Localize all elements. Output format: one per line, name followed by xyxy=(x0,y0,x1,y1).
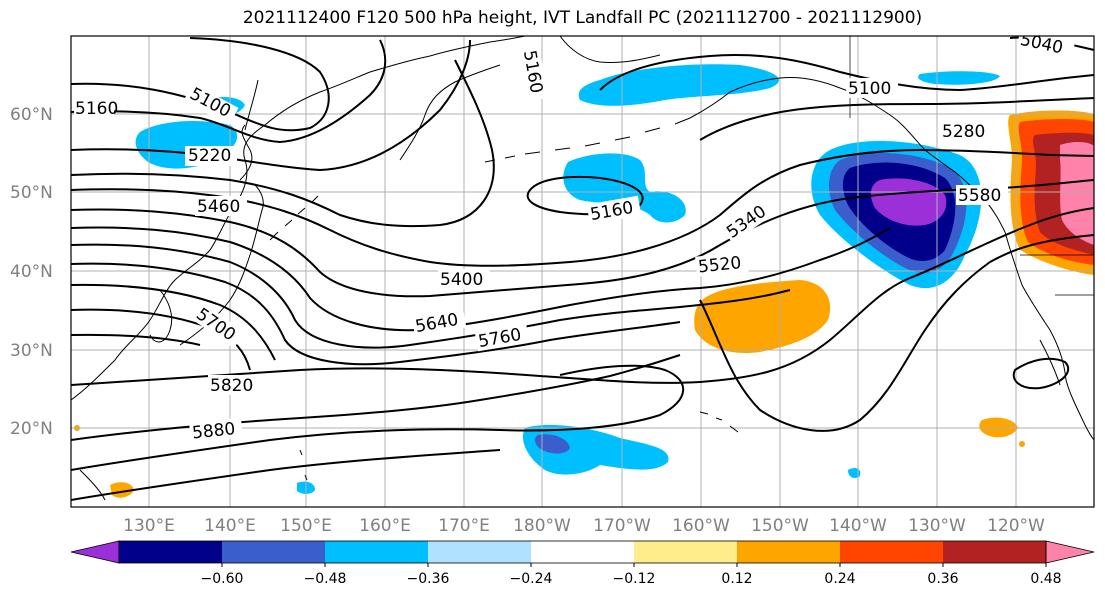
colorbar-segment xyxy=(222,541,326,563)
lon-label: 120°W xyxy=(987,516,1045,536)
lon-label: 130°W xyxy=(908,516,966,536)
colorbar-tick-label: −0.12 xyxy=(613,571,656,587)
lon-label: 150°W xyxy=(751,516,809,536)
colorbar-tick-label: −0.48 xyxy=(304,571,347,587)
lat-label: 40°N xyxy=(10,262,53,282)
lon-label: 160°E xyxy=(359,516,411,536)
colorbar-tick-label: 0.36 xyxy=(927,571,958,587)
colorbar-tick-label: −0.24 xyxy=(510,571,553,587)
colorbar-extend-low xyxy=(70,540,120,564)
lat-label: 50°N xyxy=(10,183,53,203)
colorbar-tick-label: 0.12 xyxy=(721,571,752,587)
positive-anomaly-central-pacific xyxy=(694,280,831,354)
lon-label: 140°E xyxy=(204,516,256,536)
colorbar-tick-label: −0.60 xyxy=(201,571,244,587)
contour-label: 5520 xyxy=(697,253,742,277)
contour-label: 5820 xyxy=(210,376,253,396)
contour-label: 5280 xyxy=(942,122,985,142)
ivt-anomaly-shading xyxy=(74,64,1094,498)
colorbar-segment xyxy=(325,541,429,563)
colorbar-segment xyxy=(840,541,944,563)
lon-label: 160°W xyxy=(672,516,730,536)
lon-label: 140°W xyxy=(829,516,887,536)
contour-label: 5580 xyxy=(958,186,1001,206)
colorbar: −0.60 −0.48 −0.36 −0.24 −0.12 0.12 0.24 0.36 0.4… xyxy=(70,540,1095,587)
negative-anomaly-kamchatka xyxy=(563,153,686,223)
colorbar-segment xyxy=(737,541,841,563)
colorbar-segment xyxy=(634,541,738,563)
lon-label: 170°E xyxy=(438,516,490,536)
lat-label: 30°N xyxy=(10,341,53,361)
colorbar-outline xyxy=(118,540,1047,564)
contour-label: 5400 xyxy=(440,270,483,290)
contour-label: 5220 xyxy=(188,146,231,166)
contour-label: 5460 xyxy=(197,197,240,217)
lat-label: 20°N xyxy=(10,419,53,439)
height-contours xyxy=(71,36,1094,501)
colorbar-segment xyxy=(531,541,635,563)
colorbar-tick-label: −0.36 xyxy=(407,571,450,587)
contour-label: 5100 xyxy=(848,79,891,99)
latitude-labels: 60°N 50°N 40°N 30°N 20°N xyxy=(10,105,53,439)
lon-label: 170°W xyxy=(593,516,651,536)
contour-label: 5880 xyxy=(191,419,236,443)
colorbar-tick-label: 0.48 xyxy=(1030,571,1061,587)
longitude-labels: 130°E 140°E 150°E 160°E 170°E 180°W 170°… xyxy=(123,516,1045,536)
colorbar-extend-high xyxy=(1045,540,1095,564)
colorbar-segment xyxy=(428,541,532,563)
lon-label: 150°E xyxy=(280,516,332,536)
lon-label: 180°W xyxy=(513,516,571,536)
lon-label: 130°E xyxy=(123,516,175,536)
map-title: 2021112400 F120 500 hPa height, IVT Land… xyxy=(242,8,923,28)
contour-label: 5160 xyxy=(75,99,118,119)
colorbar-segment xyxy=(119,541,223,563)
lat-label: 60°N xyxy=(10,105,53,125)
negative-anomaly-bering xyxy=(578,64,779,106)
colorbar-segment xyxy=(943,541,1047,563)
colorbar-tick-label: 0.24 xyxy=(824,571,855,587)
map-frame xyxy=(70,35,1095,508)
